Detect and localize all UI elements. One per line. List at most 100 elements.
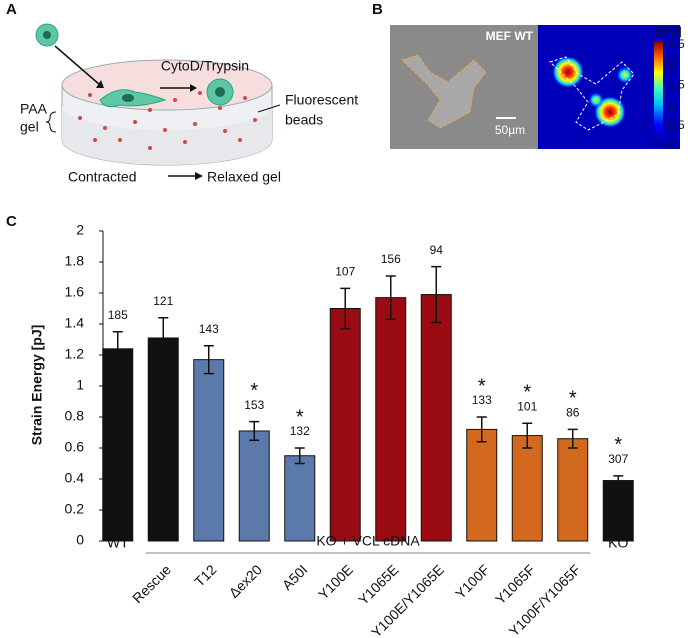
x-tick-label: T12: [191, 561, 220, 590]
colorbar-unit: [kPa]: [654, 24, 681, 38]
n-label: 132: [290, 424, 310, 438]
colorbar-tick-label: 2.5: [668, 37, 685, 51]
n-label: 185: [108, 308, 128, 322]
x-tick-label: Y1065F: [492, 561, 538, 607]
n-label: 156: [381, 252, 401, 266]
panel-label: C: [6, 213, 17, 230]
gel: [62, 105, 272, 165]
error-bar: [567, 428, 578, 449]
significance-marker: *: [250, 380, 258, 402]
nucleus: [43, 31, 51, 39]
stress-spot: [588, 92, 604, 108]
error-bar: [522, 422, 533, 449]
y-tick-label: 0.2: [65, 501, 85, 517]
bar: [102, 348, 134, 542]
bar: [193, 359, 225, 542]
n-label: 133: [472, 393, 492, 407]
bar: [284, 455, 316, 542]
colorbar-tick-label: 0.5: [668, 118, 685, 132]
y-tick-label: 0: [76, 532, 84, 548]
stress-spot: [616, 66, 634, 84]
n-label: 107: [335, 265, 355, 279]
arrowhead: [190, 84, 197, 92]
cell-outline: [549, 56, 635, 131]
bar: [466, 428, 498, 542]
colorbar-tick-label: 1.5: [668, 78, 685, 92]
error-bar: [158, 317, 169, 359]
y-tick-label: 1: [76, 377, 84, 393]
error-bar: [203, 344, 214, 375]
bar: [147, 337, 179, 542]
y-tick-label: 0.4: [65, 470, 85, 486]
x-tick-label: Y100E: [315, 561, 356, 602]
bar: [511, 435, 543, 542]
y-tick-label: 2: [76, 222, 84, 238]
nucleus: [122, 94, 134, 102]
error-bar: [476, 416, 487, 443]
group-label: KO + VCL cDNA: [316, 533, 420, 549]
error-bar: [294, 447, 305, 465]
n-label: 153: [244, 398, 264, 412]
bar: [375, 297, 407, 542]
x-tick-label: Δex20: [226, 561, 266, 601]
x-tick-label: Rescue: [129, 561, 174, 606]
cell-outline: [401, 54, 487, 129]
gel-label: gel: [20, 119, 39, 135]
significance-marker: *: [478, 375, 486, 397]
bar: [420, 294, 452, 542]
error-bar: [340, 287, 351, 330]
panel-a: A CytoD/Trypsin PAA gel Fluorescent bead…: [6, 1, 358, 185]
y-axis-title: Strain Energy [pJ]: [29, 325, 45, 446]
n-label: 143: [199, 322, 219, 336]
y-tick-label: 1.4: [65, 315, 85, 331]
panel-label: B: [372, 1, 383, 18]
error-bar: [112, 331, 123, 367]
beads-label: Fluorescent: [285, 92, 358, 108]
colorbar: [654, 41, 663, 146]
treatment-label: CytoD/Trypsin: [161, 58, 249, 74]
x-tick-label: Y100F: [452, 561, 492, 601]
y-tick-label: 0.6: [65, 439, 85, 455]
state-label: Contracted: [68, 169, 136, 185]
arrow: [54, 45, 101, 86]
significance-marker: *: [296, 406, 304, 428]
bracket: [45, 111, 57, 133]
gel-label: PAA: [20, 101, 48, 117]
y-tick-label: 0.8: [65, 408, 85, 424]
arrowhead: [195, 172, 203, 180]
pointer: [257, 104, 281, 113]
n-label: 307: [608, 452, 628, 466]
beads-label: beads: [285, 112, 323, 128]
y-tick-label: 1.8: [65, 253, 85, 269]
x-tick-label: Y1065E: [355, 561, 402, 608]
significance-marker: *: [569, 388, 577, 410]
significance-marker: *: [614, 434, 622, 456]
colorbar-tick-label: 1: [668, 98, 675, 112]
stress-spot: [552, 56, 584, 88]
bar: [238, 430, 270, 542]
error-bar: [249, 420, 260, 441]
nucleus: [215, 87, 225, 97]
x-tick-label: KO: [608, 535, 628, 551]
n-label: 121: [153, 294, 173, 308]
bar: [557, 438, 589, 542]
significance-marker: *: [523, 381, 531, 403]
colorbar-tick-label: 0: [668, 138, 675, 152]
n-label: 94: [430, 243, 444, 257]
n-label: 86: [566, 406, 580, 420]
x-tick-label: WT: [107, 535, 129, 551]
panel-b: B MEF WT 50µm [kPa]: [372, 1, 682, 149]
error-bar: [431, 265, 442, 324]
image-label: MEF WT: [486, 29, 534, 43]
y-tick-label: 1.6: [65, 284, 85, 300]
scale-label: 50µm: [495, 123, 525, 137]
x-tick-label: A50I: [279, 561, 311, 593]
bar: [329, 308, 361, 542]
state-label: Relaxed gel: [207, 169, 281, 185]
n-label: 101: [517, 399, 537, 413]
error-bar: [385, 275, 396, 321]
y-tick-label: 1.2: [65, 346, 85, 362]
colorbar-tick-label: 2: [668, 57, 675, 71]
panel-label: A: [6, 1, 17, 18]
